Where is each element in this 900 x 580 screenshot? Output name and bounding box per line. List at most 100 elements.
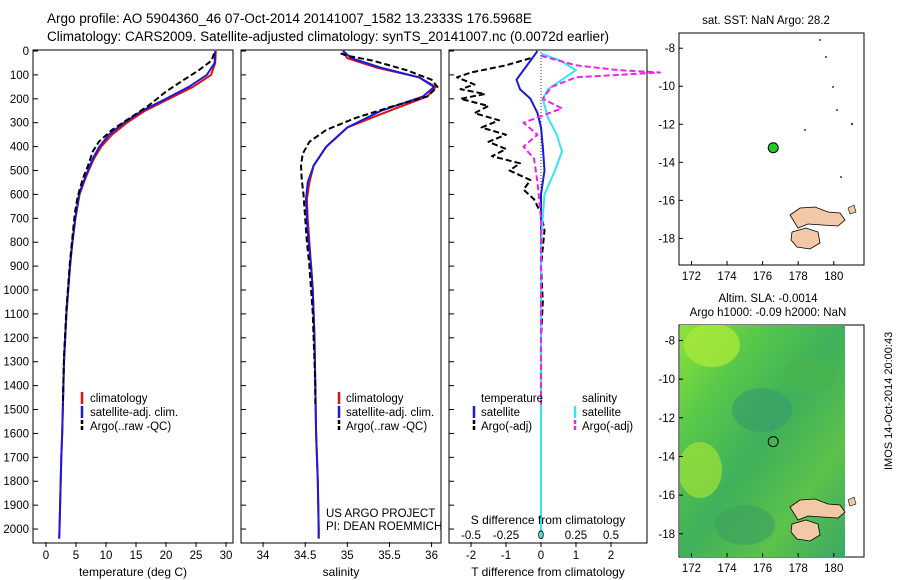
depth-tick-label: 1000 xyxy=(3,285,29,297)
lat-tick-label: -8 xyxy=(665,335,675,347)
islet xyxy=(840,176,842,178)
sla-low-patch xyxy=(732,388,792,432)
temperature-series xyxy=(58,50,217,539)
legend-label-sal-argo: Argo(-adj) xyxy=(582,421,633,433)
series-line-satellite-adj-clim xyxy=(305,50,436,539)
x-tick-label: 5 xyxy=(73,550,79,562)
legend-label-argo: Argo(..raw -QC) xyxy=(346,421,427,433)
x-tick-label: 1 xyxy=(573,550,579,562)
depth-tick-label: 100 xyxy=(10,70,29,82)
sst-map-title: sat. SST: NaN Argo: 28.2 xyxy=(702,15,830,27)
viti-levu-island xyxy=(789,498,846,521)
legend-title-salinity: salinity xyxy=(582,393,617,405)
depth-tick-label: 900 xyxy=(10,261,29,273)
legend-title-temperature: temperature xyxy=(481,393,543,405)
lat-tick-label: -16 xyxy=(658,490,675,502)
sla-map-coastline xyxy=(789,496,857,542)
lat-tick-label: -10 xyxy=(658,81,675,93)
argo-location-marker xyxy=(767,142,779,154)
s-difference-label: S difference from climatology xyxy=(471,513,626,527)
salinity-panel: 34 34.5 35 35.5 36 salinity climatology sate… xyxy=(240,49,442,579)
x-tick-label: 35.5 xyxy=(378,550,400,562)
southern-island xyxy=(790,227,821,250)
lon-tick-label: 176 xyxy=(753,563,772,575)
salinity-y-ticks xyxy=(241,50,246,530)
islet xyxy=(851,123,853,125)
legend-label-climatology: climatology xyxy=(90,393,148,405)
sst-map-panel: sat. SST: NaN Argo: 28.2 172 174 176 178 180… xyxy=(658,15,865,283)
salinity-frame xyxy=(240,49,442,544)
legend-label-temp-satellite: satellite xyxy=(481,407,520,419)
x-tick-label: 34.5 xyxy=(294,550,316,562)
lat-tick-label: -10 xyxy=(658,374,675,386)
depth-tick-label: 600 xyxy=(10,189,29,201)
legend-label-temp-argo: Argo(-adj) xyxy=(481,421,532,433)
x-tick-label: -2 xyxy=(466,550,476,562)
lon-tick-label: 176 xyxy=(753,271,772,283)
temperature-frame xyxy=(32,49,234,544)
sla-high-patch xyxy=(680,442,722,498)
imos-timestamp: IMOS 14-Oct-2014 20:00:43 xyxy=(883,332,895,470)
sst-map-points xyxy=(767,142,779,154)
difference-frame xyxy=(448,49,648,544)
sst-map-ticks: 172 174 176 178 180 -8 -10 -12 -14 -16 -18 xyxy=(658,43,843,283)
depth-tick-label: 1400 xyxy=(3,381,29,393)
sla-map-title-1: Altim. SLA: -0.0014 xyxy=(718,293,818,305)
viti-levu-island xyxy=(789,206,846,229)
southern-island xyxy=(790,519,821,542)
x-tick-label: 0 xyxy=(538,550,544,562)
depth-tick-label: 200 xyxy=(10,94,29,106)
depth-tick-label: 1300 xyxy=(3,357,29,369)
x-tick-label: 0 xyxy=(43,550,49,562)
series-line-salinity-argo-adj xyxy=(522,54,661,405)
difference-panel: -2 -1 0 1 2 -0.5 -0.25 0 0.25 0.5 S difference f… xyxy=(448,49,661,579)
lon-tick-label: 180 xyxy=(824,563,843,575)
depth-tick-label: 1200 xyxy=(3,333,29,345)
depth-tick-label: 1800 xyxy=(3,476,29,488)
s-tick-label: 0.25 xyxy=(565,530,587,542)
legend-label-satellite: satellite-adj. clim. xyxy=(346,407,434,419)
difference-series xyxy=(456,50,661,539)
sla-low-patch xyxy=(715,505,775,545)
x-tick-label: 15 xyxy=(130,550,143,562)
lon-tick-label: 172 xyxy=(682,271,701,283)
x-tick-label: 20 xyxy=(160,550,173,562)
temperature-xlabel: temperature (deg C) xyxy=(79,565,187,579)
lon-tick-label: 178 xyxy=(789,563,808,575)
legend-label-sal-satellite: satellite xyxy=(582,407,621,419)
sla-high-patch xyxy=(684,325,740,367)
depth-ticks: 0 100 200 300 400 500 600 700 800 900 1000 1100 1200… xyxy=(3,46,38,536)
depth-tick-label: 400 xyxy=(10,142,29,154)
s-tick-label: -0.25 xyxy=(493,530,519,542)
s-tick-label: 0 xyxy=(538,530,544,542)
x-tick-label: 30 xyxy=(220,550,233,562)
depth-tick-label: 0 xyxy=(23,46,29,58)
islet xyxy=(836,109,838,111)
lat-tick-label: -12 xyxy=(658,413,675,425)
salinity-x-ticks: 34 34.5 35 35.5 36 xyxy=(257,542,438,562)
small-island xyxy=(847,496,857,507)
s-tick-label: -0.5 xyxy=(461,530,481,542)
lon-tick-label: 174 xyxy=(717,563,737,575)
sla-map-title-2: Argo h1000: -0.09 h2000: NaN xyxy=(690,307,847,319)
lat-tick-label: -18 xyxy=(658,233,675,245)
temperature-x-ticks: 0 5 10 15 20 25 30 xyxy=(43,542,233,562)
x-tick-label: 36 xyxy=(425,550,438,562)
lat-tick-label: -16 xyxy=(658,195,675,207)
lat-tick-label: -8 xyxy=(665,43,675,55)
project-annotation: US ARGO PROJECT xyxy=(326,508,435,520)
legend-label-argo: Argo(..raw -QC) xyxy=(90,421,171,433)
argo-location-marker xyxy=(767,436,779,448)
islet xyxy=(832,86,834,88)
salinity-series xyxy=(300,50,439,539)
islet xyxy=(825,56,827,58)
sla-low-patch xyxy=(784,357,836,393)
depth-tick-label: 700 xyxy=(10,213,29,225)
series-line-salinity-satellite xyxy=(540,52,577,539)
x-tick-label: 2 xyxy=(608,550,614,562)
series-line-climatology xyxy=(58,50,217,539)
lat-tick-label: -14 xyxy=(658,157,675,169)
sla-map-points xyxy=(767,436,779,448)
series-line-satellite-adj-clim xyxy=(58,50,217,539)
